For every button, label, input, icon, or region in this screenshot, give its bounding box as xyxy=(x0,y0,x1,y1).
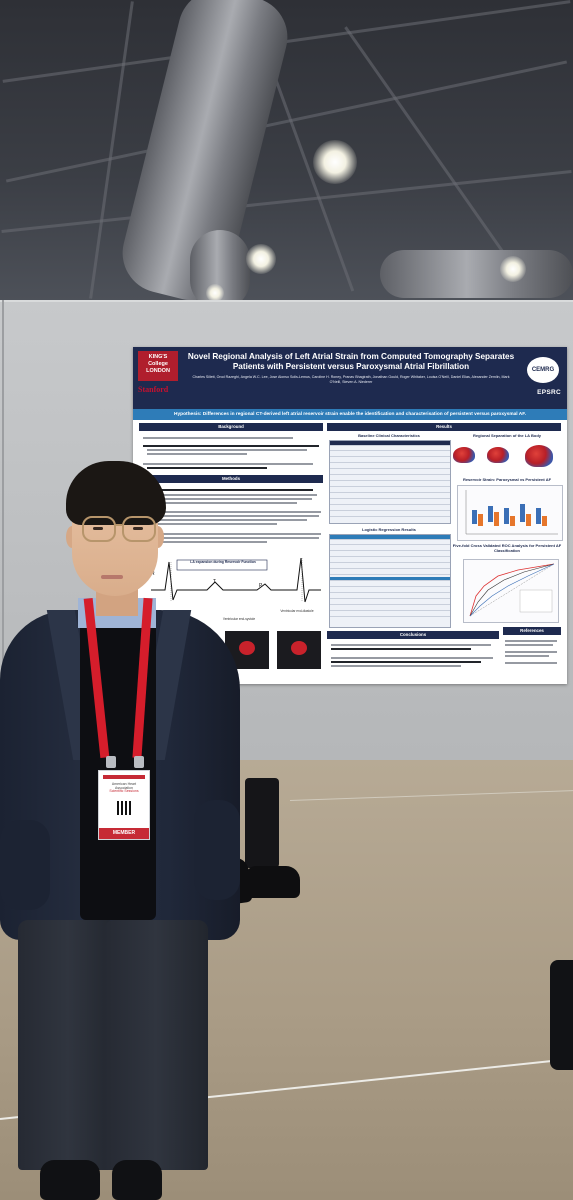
poster-authors: Charles Sillett, Orod Razeghi, Angela W.… xyxy=(192,375,510,384)
badge-org: American Heart Association xyxy=(111,782,137,790)
logistic-table xyxy=(329,534,451,628)
member-label: MEMBER xyxy=(99,828,149,839)
poster-header: KING'S College LONDON Stanford Novel Reg… xyxy=(133,347,567,409)
cemrg-logo: CEMRG xyxy=(527,357,559,383)
baseline-table xyxy=(329,440,451,524)
baseline-heading: Baseline Clinical Characteristics xyxy=(358,433,420,438)
results-heading: Results xyxy=(327,423,561,431)
name-badge: American Heart Association Scientific Se… xyxy=(98,770,150,840)
ceiling-light xyxy=(313,140,357,184)
la-mesh xyxy=(453,447,475,463)
regional-heading: Regional Separation of the LA Body xyxy=(472,433,542,438)
hair xyxy=(66,461,166,525)
ceiling-light xyxy=(206,284,224,302)
conclusions-heading: Conclusions xyxy=(327,631,499,639)
methods-heading: Methods xyxy=(139,475,323,483)
glasses-icon xyxy=(82,516,116,542)
end-diastole-caption: Ventricular end-diastole xyxy=(280,609,314,613)
backpack xyxy=(550,960,573,1070)
shoe xyxy=(112,1160,162,1200)
epsrc-logo: EPSRC xyxy=(537,389,561,396)
references-heading: References xyxy=(503,627,561,635)
background-heading: Background xyxy=(139,423,323,431)
ceiling xyxy=(0,0,573,320)
qr-code-icon xyxy=(117,801,131,815)
stanford-logo: Stanford xyxy=(138,385,169,394)
ceiling-light xyxy=(500,256,526,282)
research-poster: KING'S College LONDON Stanford Novel Reg… xyxy=(133,347,567,684)
ceiling-light xyxy=(246,244,276,274)
trousers xyxy=(18,920,118,1170)
hypothesis-banner: Hypothesis: Differences in regional CT-d… xyxy=(133,409,567,420)
la-mesh xyxy=(487,447,509,463)
ecg-wave-p: P xyxy=(259,583,263,589)
la-mesh xyxy=(525,445,553,467)
presenter: American Heart Association Scientific Se… xyxy=(0,460,250,1200)
glasses-icon xyxy=(122,516,156,542)
logistic-heading: Logistic Regression Results xyxy=(362,527,416,532)
strain-box-plot xyxy=(457,485,563,541)
ecg-wave-r: R xyxy=(151,571,155,577)
badge-event: Scientific Sessions xyxy=(109,789,139,793)
reservoir-label: LA expansion during Reservoir Function xyxy=(190,560,256,564)
roc-curve-plot xyxy=(463,559,559,623)
poster-title: Novel Regional Analysis of Left Atrial S… xyxy=(187,352,515,371)
ecg-waveform xyxy=(151,557,321,603)
ct-scan-image xyxy=(277,631,321,669)
roc-heading: Five-fold Cross Validated ROC Analysis f… xyxy=(452,543,562,553)
trousers xyxy=(104,920,208,1170)
reservoir-heading: Reservoir Strain: Paroxysmal vs Persiste… xyxy=(462,477,552,482)
kcl-logo: KING'S College LONDON xyxy=(138,351,178,381)
ecg-wave-t: T xyxy=(213,579,217,585)
ventilation-duct xyxy=(380,250,573,298)
end-systole-caption: Ventricular end-systole xyxy=(222,617,256,621)
shoe xyxy=(40,1160,100,1200)
